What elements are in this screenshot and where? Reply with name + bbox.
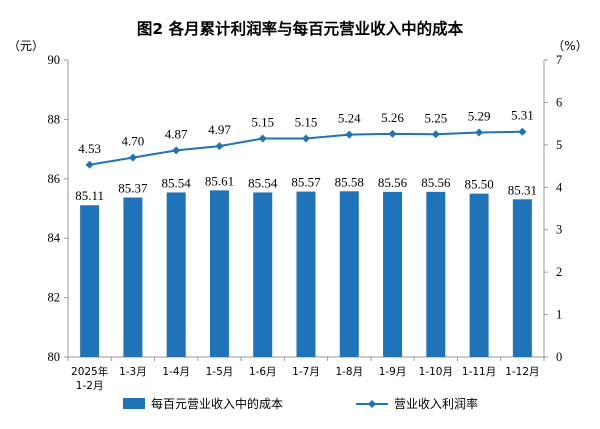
right-tick-label: 1 [556,308,562,322]
bar-value-label: 85.58 [335,174,364,189]
left-tick-label: 80 [48,350,61,364]
bar-value-label: 85.56 [378,175,408,190]
line-marker [258,134,267,143]
bar-value-label: 85.61 [205,173,234,188]
line-marker [215,142,224,151]
left-tick-label: 82 [48,291,61,305]
bar-value-label: 85.31 [508,182,537,197]
bar-value-label: 85.57 [291,175,321,190]
bar-value-label: 85.56 [421,175,451,190]
line-value-label: 5.25 [424,110,447,125]
left-tick-label: 86 [48,172,61,186]
line-value-label: 4.53 [78,141,101,156]
left-tick-label: 84 [48,231,61,245]
bar-series: 85.11 85.37 85.54 85.61 85.54 85.57 85.58 85.56… [75,173,537,357]
bar [166,192,186,357]
line-marker [345,130,354,139]
bar [296,191,316,357]
line-value-label: 4.70 [122,134,145,149]
left-tick-label: 90 [48,53,61,67]
bar [253,192,273,357]
line-series: 4.53 4.70 4.87 4.97 5.15 5.15 5.24 5.26 5.25 5.29… [78,108,534,169]
bar [426,191,446,357]
x-tick-label: 1-2月 [76,380,104,392]
chart-title: 图2 各月累计利润率与每百元营业收入中的成本 [137,19,464,38]
right-tick-label: 2 [556,265,562,279]
axes: 80 82 84 86 88 90 0 1 2 3 4 5 6 7 2025年 1-2月 1-3月 1-4月 1-5… [48,53,564,392]
bar-value-label: 85.11 [75,188,104,203]
right-tick-label: 4 [556,180,563,194]
legend-bar-label: 每百元营业收入中的成本 [151,396,283,411]
line-value-label: 5.15 [251,114,274,129]
line-value-label: 5.24 [338,111,361,126]
bar-value-label: 85.37 [118,181,148,196]
bar-value-label: 85.54 [248,175,278,190]
right-tick-label: 7 [556,53,562,67]
left-tick-label: 88 [48,112,61,126]
line-marker [475,128,484,137]
legend: 每百元营业收入中的成本 营业收入利润率 [123,396,478,411]
left-axis-unit: （元） [8,39,44,53]
bar-value-label: 85.54 [162,175,192,190]
legend-line-marker [368,400,376,408]
x-tick-label: 1-3月 [119,366,147,378]
legend-bar-swatch [123,398,145,409]
bar [512,199,532,357]
bar [469,193,489,357]
bar [209,190,229,357]
right-axis-unit: （%） [552,39,587,53]
right-tick-label: 3 [556,223,562,237]
x-tick-label: 2025年 [71,365,108,378]
x-tick-label: 1-5月 [206,366,234,378]
x-tick-label: 1-12月 [505,366,539,378]
line-value-label: 5.29 [468,109,491,124]
line-marker [302,134,310,143]
legend-line-label: 营业收入利润率 [394,396,478,411]
line-marker [518,127,527,136]
right-tick-label: 6 [556,95,562,109]
line-value-label: 4.87 [165,126,188,141]
line-marker [388,129,397,138]
bar [383,191,403,357]
line-marker [128,153,137,162]
x-tick-label: 1-9月 [379,366,407,378]
x-tick-label: 1-10月 [419,366,453,378]
x-tick-label: 1-7月 [292,366,320,378]
x-tick-label: 1-4月 [162,366,190,378]
line-value-label: 4.97 [208,122,231,137]
right-tick-label: 5 [556,138,562,152]
line-marker [85,160,94,169]
bar [123,197,143,357]
x-tick-label: 1-6月 [249,366,277,378]
bar-value-label: 85.50 [464,177,493,192]
x-tick-label: 1-11月 [462,366,496,378]
x-tick-label: 1-8月 [335,366,363,378]
line-marker [172,146,181,155]
line-value-label: 5.15 [295,114,318,129]
right-tick-label: 0 [556,350,562,364]
line-value-label: 5.31 [511,108,534,123]
bar [80,205,100,357]
line-value-label: 5.26 [381,110,404,125]
line-marker [431,130,440,139]
bar [339,191,359,357]
